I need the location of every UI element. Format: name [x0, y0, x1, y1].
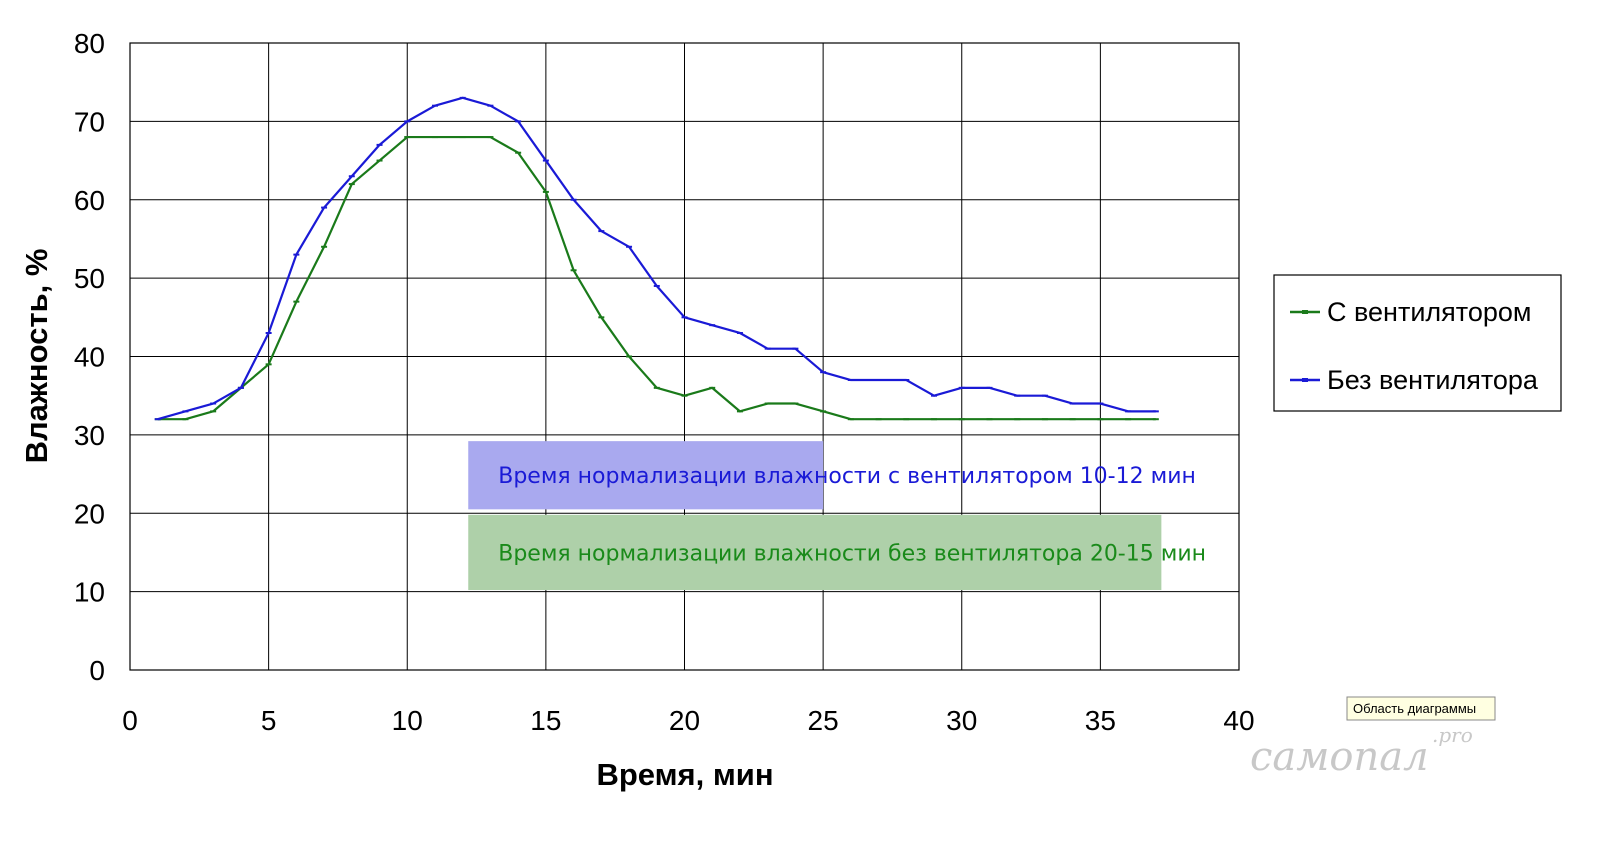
- watermark-main: самопал: [1250, 734, 1429, 780]
- y-tick-label: 30: [74, 420, 105, 451]
- y-tick-label: 10: [74, 577, 105, 608]
- y-tick-label: 60: [74, 185, 105, 216]
- chart-area-tooltip: Область диаграммы: [1346, 696, 1496, 721]
- y-tick-label: 40: [74, 342, 105, 373]
- y-axis-title: Влажность, %: [19, 249, 54, 464]
- plot-area-border: [129, 42, 1240, 671]
- series-line-1: [157, 96, 1156, 421]
- annotation-box: [468, 514, 1162, 591]
- y-tick-label: 70: [74, 106, 105, 137]
- y-axis-tick-labels: 0 10 20 30 40 50 60 70 80: [74, 28, 105, 686]
- x-tick-label: 25: [808, 705, 839, 736]
- x-axis-tick-labels: 0 5 10 15 20 25 30 35 40: [122, 705, 1254, 736]
- legend[interactable]: С вентилятором Без вентилятора: [1273, 274, 1562, 412]
- x-tick-label: 10: [392, 705, 423, 736]
- series-lines: [154, 96, 1159, 421]
- tooltip-label: Область диаграммы: [1353, 701, 1476, 716]
- y-tick-label: 0: [89, 655, 105, 686]
- y-tick-label: 50: [74, 263, 105, 294]
- annotation-text: Время нормализации влажности с вентилято…: [498, 464, 1196, 489]
- x-tick-label: 35: [1085, 705, 1116, 736]
- x-tick-label: 15: [530, 705, 561, 736]
- annotation-box: [468, 441, 824, 510]
- annotations: Время нормализации влажности с вентилято…: [468, 441, 1206, 591]
- annotation-text: Время нормализации влажности без вентиля…: [498, 541, 1206, 566]
- x-tick-label: 20: [669, 705, 700, 736]
- y-tick-label: 80: [74, 28, 105, 59]
- legend-box: [1273, 274, 1562, 412]
- x-axis-title: Время, мин: [596, 757, 773, 792]
- x-tick-label: 40: [1223, 705, 1254, 736]
- watermark: самопал .pro: [1250, 723, 1473, 780]
- x-tick-label: 30: [946, 705, 977, 736]
- x-tick-label: 5: [261, 705, 277, 736]
- watermark-suffix: .pro: [1432, 723, 1473, 747]
- legend-label: С вентилятором: [1327, 297, 1531, 327]
- legend-label: Без вентилятора: [1327, 365, 1539, 395]
- y-tick-label: 20: [74, 498, 105, 529]
- tooltip-box: [1346, 696, 1496, 721]
- x-tick-label: 0: [122, 705, 138, 736]
